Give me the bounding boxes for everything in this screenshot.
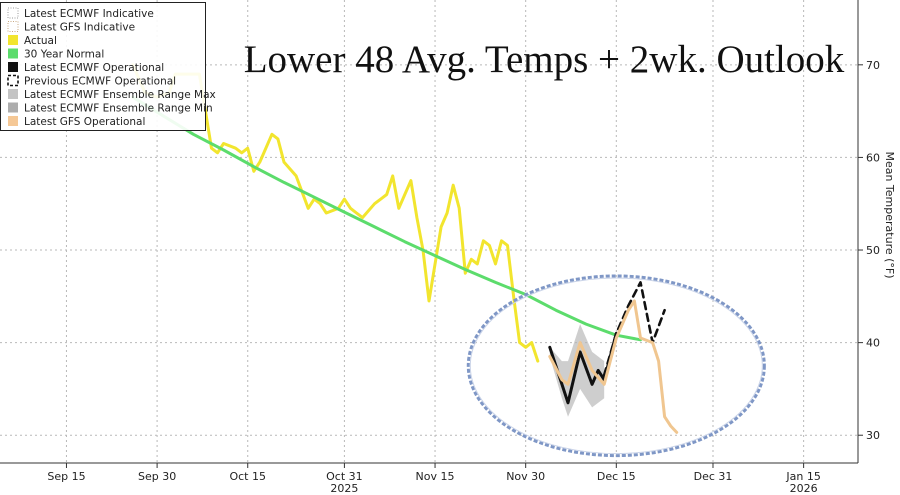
legend-label: Previous ECMWF Operational [24,76,176,88]
legend: Latest ECMWF Indicative Latest GFS Indica… [0,2,216,131]
y-tick-label: 50 [866,244,880,257]
legend-swatch [8,116,18,126]
x-tick-label: Nov 15 [416,470,455,483]
annotation-circle [466,274,766,458]
legend-label: Latest ECMWF Ensemble Range Min [24,103,213,115]
legend-swatch [8,48,18,59]
y-tick-label: 30 [866,429,880,442]
legend-item: Latest ECMWF Ensemble Range Max [8,89,216,101]
legend-swatch [7,7,19,19]
x-tick-label: Dec 15 [597,470,636,483]
legend-label: Actual [24,35,57,47]
x-tick-label: Oct 15 [229,470,266,483]
x-tick-label: Sep 30 [138,470,176,483]
legend-item: Latest GFS Indicative [7,21,135,34]
legend-label: Latest GFS Operational [24,116,145,128]
legend-swatch [7,21,19,32]
legend-item: Latest ECMWF Indicative [7,7,154,20]
legend-item: Latest GFS Operational [8,116,145,128]
legend-label: Latest ECMWF Ensemble Range Max [24,89,216,101]
y-axis-label: Mean Temperature (°F) [883,151,896,278]
annotations [466,274,766,458]
legend-label: Latest ECMWF Operational [24,62,164,74]
x-tick-label: Oct 31 [326,470,363,483]
legend-swatch [7,74,19,87]
legend-label: 30 Year Normal [24,49,104,61]
series-line-30-year-normal [131,95,642,342]
plot-frame [0,0,859,464]
x-year-label: 2026 [790,482,818,495]
legend-item: Latest ECMWF Operational [8,62,164,74]
legend-item: 30 Year Normal [8,48,104,61]
x-tick-label: Sep 15 [47,470,85,483]
series-line-previous-ecmwf-operational [602,281,666,377]
legend-box [0,2,206,131]
x-tick-label: Nov 30 [506,470,545,483]
series-line-latest-gfs-operational [548,299,679,434]
legend-item: Previous ECMWF Operational [7,74,176,88]
y-tick-label: 70 [866,59,880,72]
y-tick-label: 60 [866,151,880,164]
legend-swatch [8,89,18,99]
annotation-circle-inner [469,277,763,455]
legend-swatch [8,102,18,113]
legend-label: Latest GFS Indicative [24,22,135,34]
legend-swatch [8,35,18,45]
x-tick-label: Dec 31 [694,470,733,483]
gridlines [0,0,858,463]
y-axis-ticks: 30 40 50 60 70 [858,59,880,442]
x-axis-ticks: Sep 15 Sep 30 Oct 15 Oct 31 Nov 15 Nov 30 Dec … [47,463,821,495]
y-tick-label: 40 [866,337,880,350]
legend-item: Actual [8,35,57,47]
series-line-actual [131,63,540,363]
legend-label: Latest ECMWF Indicative [24,8,154,20]
legend-item: Latest ECMWF Ensemble Range Min [8,102,213,115]
chart-title: Lower 48 Avg. Temps + 2wk. Outlook [244,38,845,81]
series-lines [131,63,679,434]
x-tick-label: Jan 15 [785,470,820,483]
x-year-label: 2025 [330,482,358,495]
legend-swatch [8,62,18,72]
